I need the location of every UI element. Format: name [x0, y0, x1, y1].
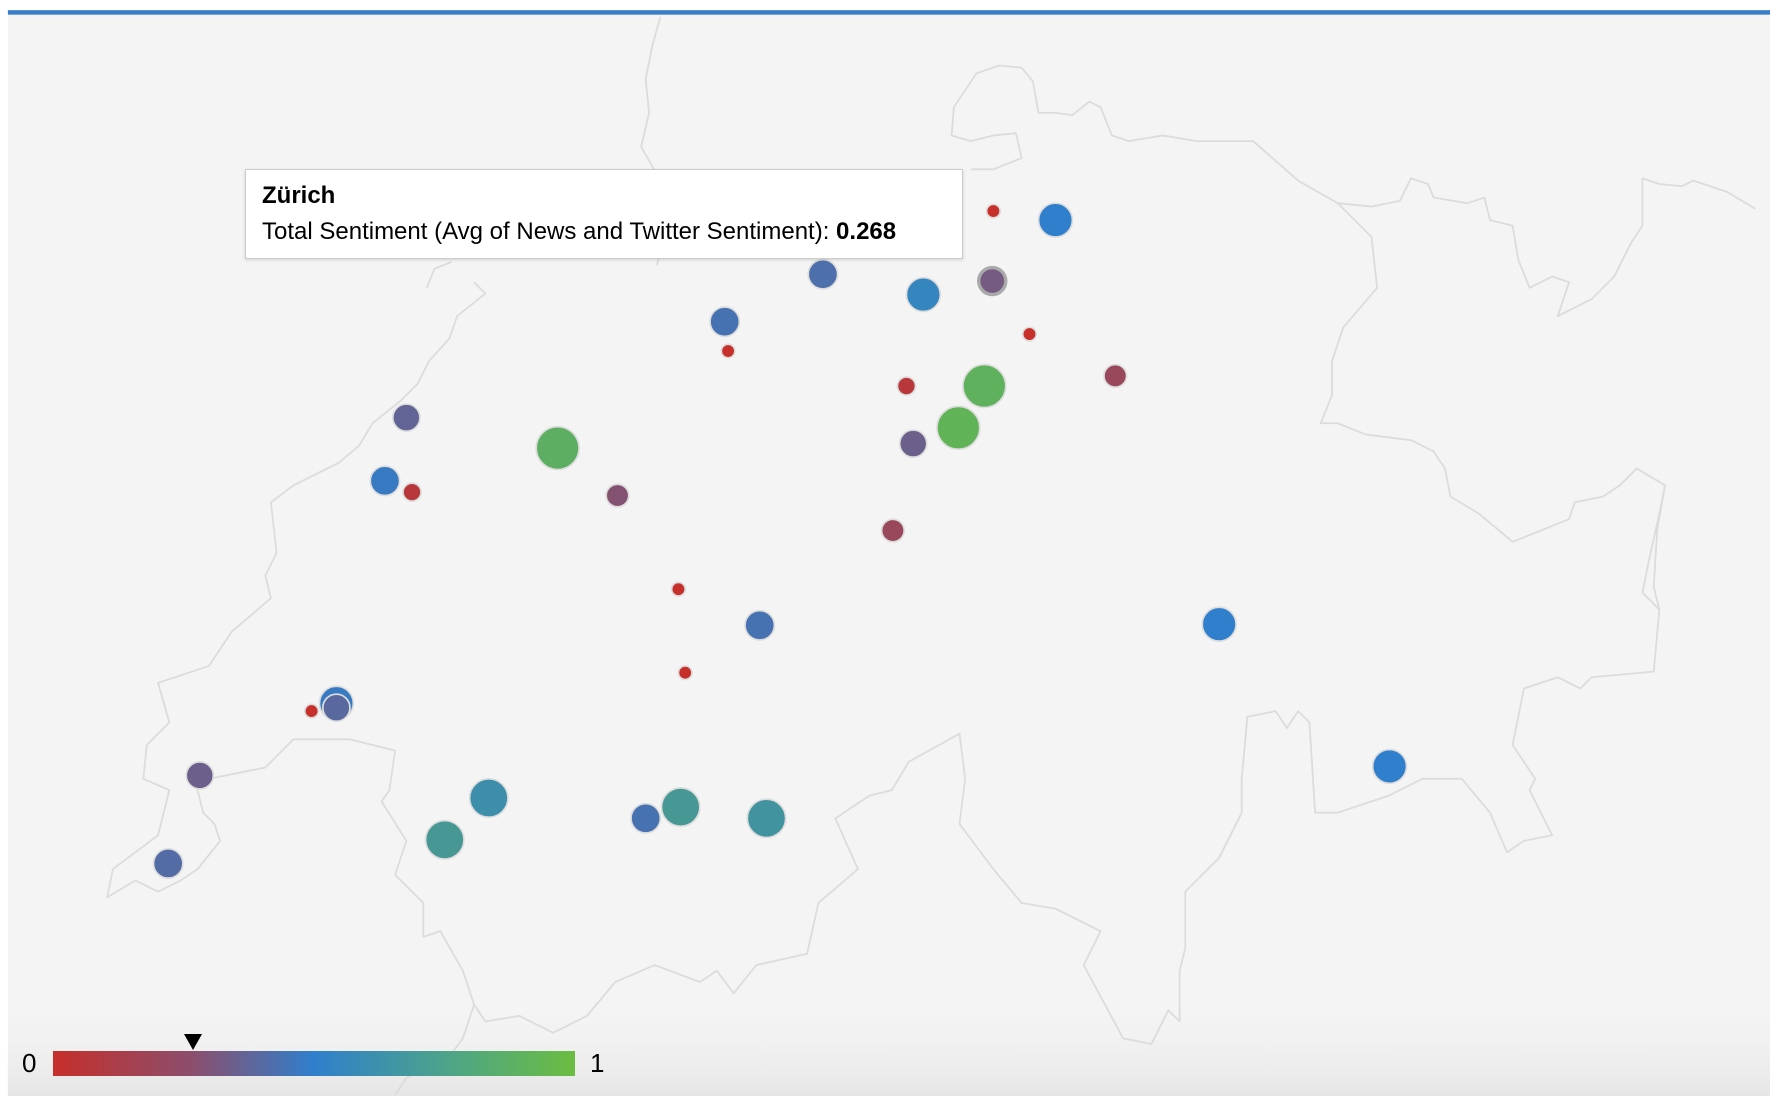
city-marker[interactable] [1371, 748, 1408, 785]
legend-max-label: 1 [590, 1048, 605, 1078]
city-marker[interactable] [896, 376, 917, 396]
city-marker[interactable] [303, 703, 320, 719]
city-marker[interactable] [321, 693, 351, 723]
legend-value-marker [183, 1034, 202, 1050]
city-marker[interactable] [185, 761, 215, 790]
city-marker-zurich[interactable] [976, 265, 1008, 297]
city-marker[interactable] [720, 343, 736, 359]
city-marker[interactable] [709, 306, 741, 338]
tooltip-city: Zürich [262, 182, 336, 209]
tooltip-value: 0.268 [836, 218, 897, 245]
city-marker[interactable] [402, 482, 422, 503]
city-marker[interactable] [1021, 326, 1038, 342]
legend-min-label: 0 [22, 1048, 37, 1078]
city-marker[interactable] [152, 847, 184, 880]
city-marker[interactable] [630, 802, 662, 834]
tooltip-metric-label: Total Sentiment (Avg of News and Twitter… [262, 218, 837, 245]
city-marker[interactable] [985, 203, 1001, 219]
city-marker[interactable] [962, 363, 1007, 409]
city-marker[interactable] [468, 777, 509, 819]
city-marker[interactable] [1201, 606, 1237, 642]
city-marker[interactable] [369, 465, 401, 497]
country-border-austria [1337, 177, 1756, 317]
city-marker[interactable] [670, 581, 687, 597]
color-legend-bar [53, 1051, 575, 1076]
markers-layer [152, 202, 1408, 880]
city-marker[interactable] [1103, 363, 1128, 389]
city-marker[interactable] [535, 425, 580, 471]
city-marker[interactable] [880, 518, 906, 543]
city-marker[interactable] [660, 787, 701, 828]
city-marker[interactable] [744, 609, 776, 641]
city-marker[interactable] [605, 483, 630, 508]
city-marker[interactable] [1037, 202, 1074, 238]
city-marker[interactable] [424, 819, 465, 860]
city-marker[interactable] [391, 403, 421, 433]
city-marker[interactable] [905, 276, 942, 313]
bottom-shade [7, 993, 1770, 1096]
country-border-france-north [425, 261, 452, 289]
tooltip: Zürich Total Sentiment (Avg of News and … [245, 169, 963, 259]
country-border-italy-east [1652, 485, 1666, 610]
city-marker[interactable] [746, 798, 787, 839]
city-marker[interactable] [936, 405, 981, 451]
top-accent-bar [7, 10, 1770, 15]
city-marker[interactable] [677, 665, 693, 681]
city-marker[interactable] [807, 258, 839, 290]
city-marker[interactable] [898, 429, 928, 458]
country-border-switzerland [106, 64, 1666, 1045]
